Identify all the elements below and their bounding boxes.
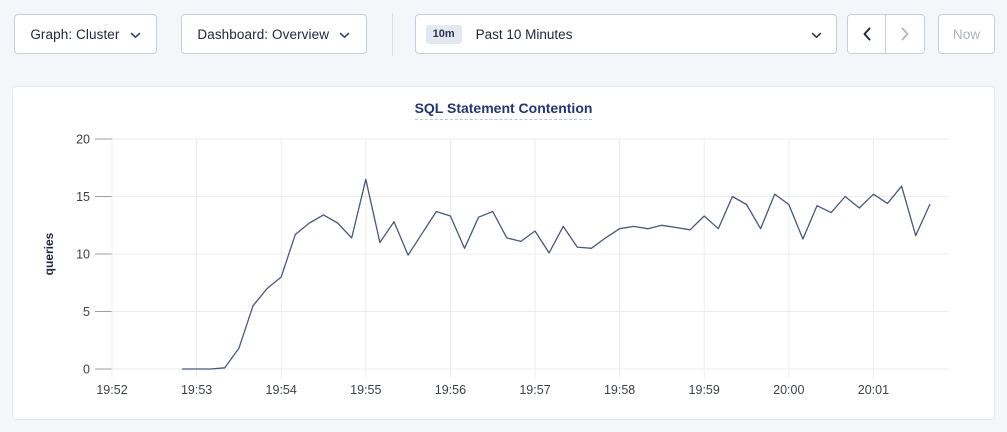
chevron-right-icon xyxy=(901,27,909,41)
x-tick-label: 19:58 xyxy=(604,383,635,397)
y-tick-label: 0 xyxy=(83,363,90,377)
now-button[interactable]: Now xyxy=(938,14,995,54)
chart-title-row: SQL Statement Contention xyxy=(13,100,994,120)
x-tick-label: 19:59 xyxy=(689,383,720,397)
chart-card: SQL Statement Contention 0 5 10 15 20 19:52 19… xyxy=(12,86,995,420)
x-tick-label: 19:57 xyxy=(519,383,550,397)
graph-dropdown[interactable]: Graph: Cluster xyxy=(14,14,157,54)
y-axis-title: queries xyxy=(42,232,56,275)
y-tick-label: 5 xyxy=(83,305,90,319)
x-tick-label: 19:53 xyxy=(181,383,212,397)
chart-title[interactable]: SQL Statement Contention xyxy=(414,100,593,120)
time-range-selector[interactable]: 10m Past 10 Minutes xyxy=(414,14,838,54)
line-chart[interactable]: 0 5 10 15 20 19:52 19:53 19:54 19:55 19:56 19:57 19… xyxy=(14,113,994,407)
y-tick-label: 10 xyxy=(76,248,90,262)
y-tick-label: 20 xyxy=(76,133,90,147)
graph-dropdown-label: Graph: Cluster xyxy=(30,26,120,42)
x-tick-label: 19:56 xyxy=(435,383,466,397)
y-tick-label: 15 xyxy=(76,190,90,204)
x-tick-label: 20:00 xyxy=(773,383,804,397)
chevron-down-icon xyxy=(130,32,140,38)
time-step-buttons xyxy=(847,14,926,54)
x-tick-label: 19:55 xyxy=(350,383,381,397)
chevron-down-icon xyxy=(811,32,822,38)
x-tick-label: 19:52 xyxy=(96,383,127,397)
toolbar: Graph: Cluster Dashboard: Overview 10m P… xyxy=(14,13,995,56)
x-tick-label: 20:01 xyxy=(858,383,889,397)
previous-timeframe-button[interactable] xyxy=(848,15,887,53)
x-tick-label: 19:54 xyxy=(266,383,297,397)
next-timeframe-button[interactable] xyxy=(886,15,925,53)
time-range-badge: 10m xyxy=(425,24,462,44)
toolbar-divider xyxy=(391,13,393,56)
chevron-left-icon xyxy=(863,27,871,41)
chevron-down-icon xyxy=(339,32,350,38)
dashboard-dropdown-label: Dashboard: Overview xyxy=(197,26,330,42)
time-range-label: Past 10 Minutes xyxy=(475,26,573,42)
metric-line[interactable] xyxy=(181,178,931,370)
dashboard-dropdown[interactable]: Dashboard: Overview xyxy=(180,14,367,54)
